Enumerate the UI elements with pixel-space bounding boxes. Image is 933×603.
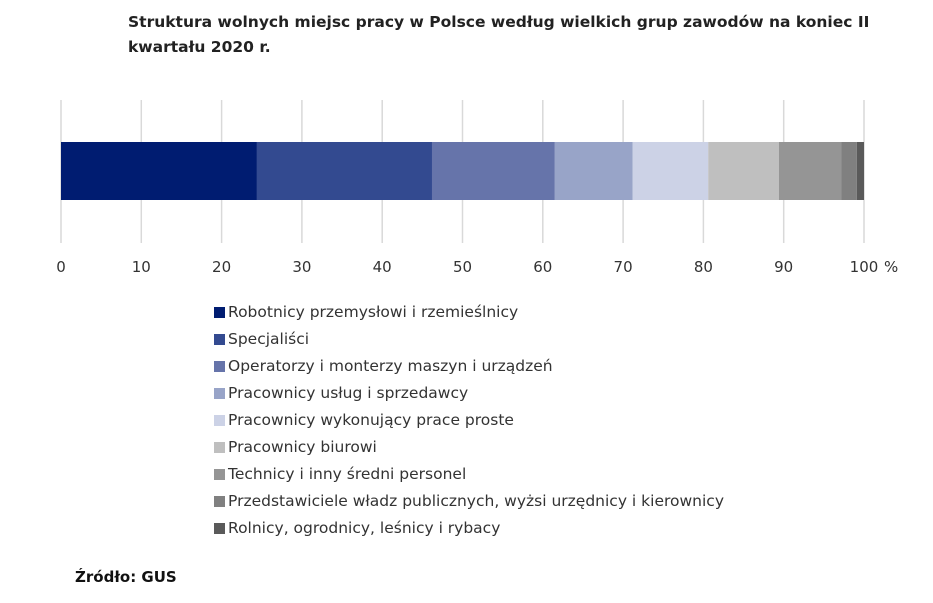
legend-swatch — [214, 496, 225, 507]
legend-item: Pracownicy biurowi — [214, 434, 724, 461]
x-tick-label: 50 — [453, 258, 472, 276]
bar-segment — [708, 142, 779, 200]
x-tick-label: 40 — [373, 258, 392, 276]
legend-label: Robotnicy przemysłowi i rzemieślnicy — [228, 303, 519, 321]
legend-swatch — [214, 469, 225, 480]
legend-swatch — [214, 307, 225, 318]
legend: Robotnicy przemysłowi i rzemieślnicy Spec… — [214, 299, 724, 542]
legend-swatch — [214, 334, 225, 345]
legend-label: Pracownicy biurowi — [228, 438, 377, 456]
bar-segment — [431, 142, 555, 200]
bar-segment — [778, 142, 842, 200]
legend-item: Pracownicy usług i sprzedawcy — [214, 380, 724, 407]
source-note: Źródło: GUS — [75, 568, 177, 586]
legend-item: Technicy i inny średni personel — [214, 461, 724, 488]
x-tick-label: 90 — [774, 258, 793, 276]
bar-segment — [61, 142, 257, 200]
legend-item: Robotnicy przemysłowi i rzemieślnicy — [214, 299, 724, 326]
legend-item: Pracownicy wykonujący prace proste — [214, 407, 724, 434]
legend-label: Specjaliści — [228, 330, 310, 348]
x-axis-unit: % — [884, 258, 898, 276]
x-tick-label: 30 — [292, 258, 311, 276]
x-tick-label: 0 — [56, 258, 66, 276]
legend-swatch — [214, 442, 225, 453]
legend-item: Przedstawiciele władz publicznych, wyżsi… — [214, 488, 724, 515]
bar-segment — [256, 142, 432, 200]
legend-swatch — [214, 415, 225, 426]
legend-swatch — [214, 361, 225, 372]
legend-label: Pracownicy wykonujący prace proste — [228, 411, 514, 429]
bar-segment — [554, 142, 633, 200]
bar-segment — [856, 142, 864, 200]
legend-swatch — [214, 523, 225, 534]
legend-item: Specjaliści — [214, 326, 724, 353]
x-tick-label: 80 — [694, 258, 713, 276]
legend-label: Technicy i inny średni personel — [228, 465, 467, 483]
x-tick-label: 100 — [850, 258, 879, 276]
x-tick-label: 60 — [533, 258, 552, 276]
chart-title: Struktura wolnych miejsc pracy w Polsce … — [128, 13, 870, 56]
legend-item: Rolnicy, ogrodnicy, leśnicy i rybacy — [214, 515, 724, 542]
legend-label: Przedstawiciele władz publicznych, wyżsi… — [228, 492, 724, 510]
bar-segment — [841, 142, 857, 200]
legend-swatch — [214, 388, 225, 399]
x-tick-label: 10 — [132, 258, 151, 276]
legend-item: Operatorzy i monterzy maszyn i urządzeń — [214, 353, 724, 380]
bar-segment — [632, 142, 709, 200]
x-tick-label: 70 — [614, 258, 633, 276]
legend-label: Pracownicy usług i sprzedawcy — [228, 384, 469, 402]
legend-label: Rolnicy, ogrodnicy, leśnicy i rybacy — [228, 519, 501, 537]
legend-label: Operatorzy i monterzy maszyn i urządzeń — [228, 357, 553, 375]
x-tick-label: 20 — [212, 258, 231, 276]
